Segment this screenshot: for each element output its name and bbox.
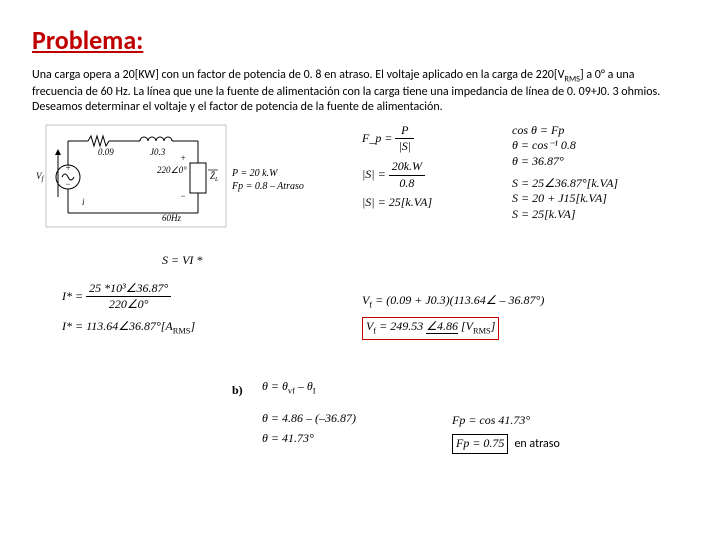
istar-equations: I* = 25 *10³∠36.87°220∠0° I* = 113.64∠36… <box>62 281 195 338</box>
b-label: b) <box>232 383 243 399</box>
freq-label: 60Hz <box>162 213 181 223</box>
fp-equations: F_p = P|S| |S| = 20k.W0.8 |S| = 25[k.VA] <box>362 123 432 211</box>
s-vi-eq: S = VI * <box>162 253 202 269</box>
load-label: Z̄L <box>210 171 219 183</box>
svg-text:−: − <box>180 191 186 201</box>
power-label: P = 20 k.W <box>232 167 304 180</box>
i-label: i <box>82 197 85 207</box>
partb-fp: Fp = cos 41.73° Fp = 0.75 en atraso <box>452 413 560 454</box>
resistor-label: 0.09 <box>98 147 114 157</box>
theta-equations: cos θ = Fp θ = cos⁻¹ 0.8 θ = 36.87° S = … <box>512 123 618 223</box>
page-title: Problema: <box>32 24 688 56</box>
vf-equations: Vf = (0.09 + J0.3)(113.64∠ – 36.87°) Vf … <box>362 293 544 340</box>
voltage-label: 220∠0° <box>157 165 187 175</box>
inductor-label: J0.3 <box>150 147 166 157</box>
pf-label: Fp = 0.8 – Atraso <box>232 180 304 193</box>
circuit-diagram: + − 0.09 J0.3 + − 220∠0° Z̄L 60Hz Vf i P… <box>32 123 304 194</box>
problem-statement: Una carga opera a 20[KW] con un factor d… <box>32 68 688 115</box>
vf-label: Vf <box>36 171 45 183</box>
content-area: + − 0.09 J0.3 + − 220∠0° Z̄L 60Hz Vf i P… <box>32 123 688 513</box>
circuit-svg: + − 0.09 J0.3 + − 220∠0° Z̄L 60Hz Vf i <box>32 123 232 233</box>
svg-text:+: + <box>180 153 186 163</box>
partb-theta: θ = θvf – θI θ = 4.86 – (–36.87) θ = 41.… <box>262 379 356 447</box>
svg-text:−: − <box>65 179 71 189</box>
